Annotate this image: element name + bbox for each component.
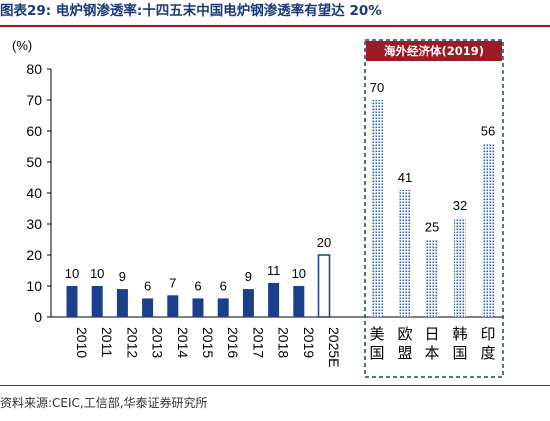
bar-印度 — [482, 143, 494, 317]
y-tick-label: 80 — [26, 61, 42, 77]
y-unit-label: (%) — [12, 38, 32, 53]
overseas-panel-header — [366, 41, 502, 61]
bar-2011 — [91, 286, 103, 317]
x-label-2013: 2013 — [150, 327, 166, 358]
bar-日本 — [426, 239, 438, 317]
bar-欧盟 — [399, 189, 411, 317]
y-tick-label: 70 — [26, 92, 42, 108]
data-label-美国: 70 — [370, 80, 384, 95]
y-tick-label: 20 — [26, 247, 42, 263]
bars — [66, 100, 494, 318]
bar-2019 — [293, 286, 305, 317]
overseas-panel: 海外经济体(2019) — [364, 39, 504, 378]
x-label-日本: 日 — [424, 325, 439, 343]
bar-2010 — [66, 286, 78, 317]
data-label-韩国: 32 — [453, 198, 467, 213]
x-label-印度: 印 — [480, 325, 495, 343]
data-label-2011: 10 — [90, 266, 104, 281]
x-label-美国: 国 — [369, 344, 384, 362]
y-tick-label: 10 — [26, 278, 42, 294]
x-label-欧盟: 欧 — [397, 325, 412, 343]
data-label-2019: 10 — [292, 266, 306, 281]
y-tick-label: 0 — [34, 309, 42, 325]
x-label-2019: 2019 — [301, 327, 317, 358]
overseas-panel-title: 海外经济体(2019) — [384, 44, 484, 58]
source-note: 资料来源:CEIC,工信部,华泰证券研究所 — [0, 396, 208, 410]
x-label-2018: 2018 — [276, 327, 292, 358]
bar-2025E — [317, 254, 331, 318]
data-label-欧盟: 41 — [398, 170, 412, 185]
x-label-2017: 2017 — [250, 327, 266, 358]
x-label-欧盟: 盟 — [397, 344, 412, 362]
x-axis-labels: 2010 2011 2012 2013 2014 2015 2016 2017 2018 2019… — [74, 325, 496, 367]
x-label-2025E: 2025E — [326, 327, 342, 367]
x-label-印度: 度 — [480, 344, 495, 362]
x-label-日本: 本 — [424, 344, 439, 362]
y-tick-label: 40 — [26, 185, 42, 201]
y-tick-label: 50 — [26, 154, 42, 170]
title-divider — [0, 25, 550, 27]
bar-美国 — [371, 100, 383, 317]
data-label-2018: 11 — [267, 263, 281, 278]
data-label-2012: 9 — [119, 269, 126, 284]
x-label-2011: 2011 — [99, 327, 115, 357]
x-label-2012: 2012 — [124, 327, 140, 358]
bar-2012 — [116, 289, 128, 317]
x-label-2016: 2016 — [225, 327, 241, 358]
footer-divider — [0, 385, 550, 386]
bar-2016 — [217, 298, 229, 317]
data-label-2014: 7 — [169, 275, 176, 290]
x-label-2015: 2015 — [200, 327, 216, 358]
data-label-2010: 10 — [65, 266, 79, 281]
chart: (%) 0 10 20 30 40 50 60 70 80 海外经济体(2019) 10 10 9 6… — [12, 38, 504, 378]
y-tick-label: 60 — [26, 123, 42, 139]
x-label-2014: 2014 — [175, 327, 191, 358]
x-label-2010: 2010 — [74, 327, 90, 358]
x-label-韩国: 国 — [452, 344, 467, 362]
bar-2018 — [268, 282, 280, 317]
data-label-2015: 6 — [194, 278, 201, 293]
data-label-2016: 6 — [220, 278, 227, 293]
data-labels: 10 10 9 6 7 6 6 9 11 10 20 70 41 25 32 56 — [65, 80, 495, 293]
data-label-2025E: 20 — [317, 235, 331, 250]
y-tick-label: 30 — [26, 216, 42, 232]
bar-2014 — [167, 295, 179, 317]
data-label-日本: 25 — [425, 220, 439, 235]
data-label-印度: 56 — [481, 123, 495, 138]
bar-2015 — [192, 298, 204, 317]
data-label-2013: 6 — [144, 278, 151, 293]
bar-韩国 — [454, 217, 466, 317]
bar-2013 — [142, 298, 154, 317]
x-label-韩国: 韩 — [452, 325, 467, 343]
x-label-美国: 美 — [369, 325, 384, 343]
bar-2017 — [242, 289, 254, 317]
data-label-2017: 9 — [245, 269, 252, 284]
figure-title: 图表29: 电炉钢渗透率:十四五末中国电炉钢渗透率有望达 20% — [0, 3, 382, 19]
